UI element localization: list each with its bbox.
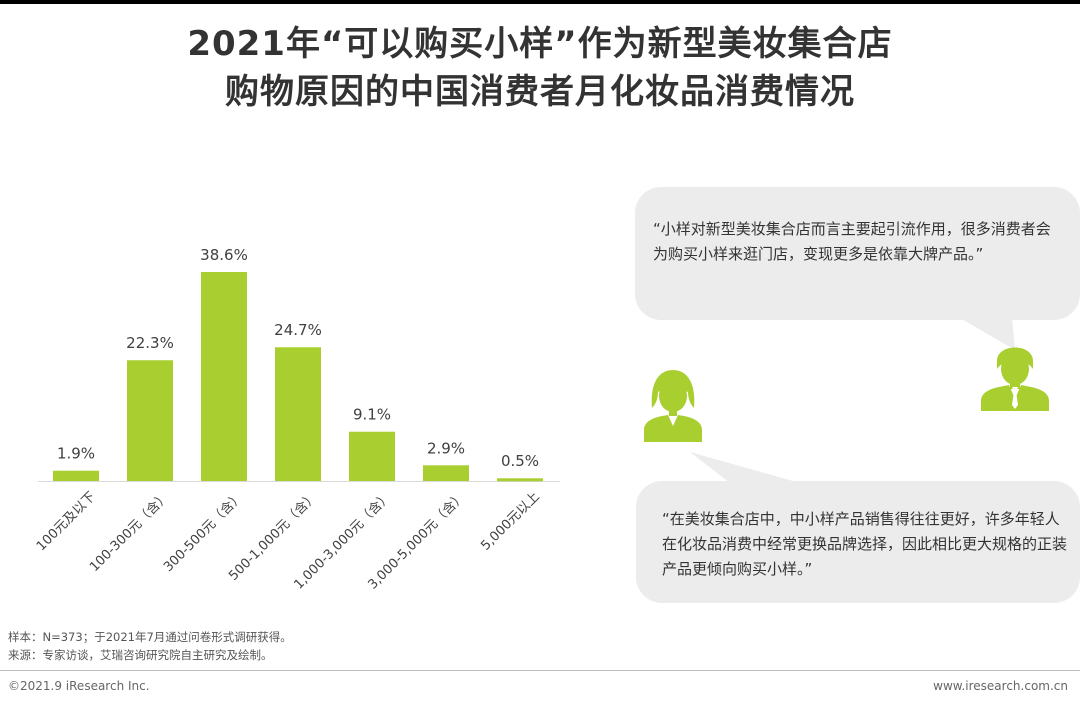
quote-text-2: “在美妆集合店中，中小样产品销售得往往更好，许多年轻人在化妆品消费中经常更换品牌…	[662, 510, 1068, 578]
x-tick-label: 5,000元以上	[478, 489, 543, 554]
quote-bubble-1-tail	[960, 318, 1015, 350]
bar	[497, 478, 543, 482]
woman-avatar-icon	[644, 370, 702, 442]
bar	[275, 347, 321, 481]
data-label: 9.1%	[353, 406, 391, 424]
footer-website: www.iresearch.com.cn	[933, 679, 1068, 693]
top-bar	[0, 0, 1080, 4]
data-label: 24.7%	[274, 321, 322, 339]
x-tick-label: 300-500元（含）	[160, 489, 246, 575]
quote-bubble-1: “小样对新型美妆集合店而言主要起引流作用，很多消费者会为购买小样来逛门店，变现更…	[635, 187, 1080, 320]
quote-text-1: “小样对新型美妆集合店而言主要起引流作用，很多消费者会为购买小样来逛门店，变现更…	[653, 220, 1051, 263]
footnote-source: 来源：专家访谈，艾瑞咨询研究院自主研究及绘制。	[8, 648, 273, 662]
x-tick-label: 100元及以下	[34, 489, 99, 554]
bar	[423, 465, 469, 481]
bar	[127, 360, 173, 481]
footnote-sample: 样本：N=373；于2021年7月通过问卷形式调研获得。	[8, 630, 292, 644]
bar-chart: 1.9% 100元及以下 22.3% 100-300元（含） 38.6% 300-500元…	[34, 246, 560, 593]
data-label: 22.3%	[126, 334, 174, 352]
page-title-line-1: 2021年“可以购买小样”作为新型美妆集合店	[187, 24, 893, 64]
data-label: 38.6%	[200, 246, 248, 264]
data-label: 2.9%	[427, 439, 465, 457]
data-label: 1.9%	[57, 445, 95, 463]
footer-divider	[0, 670, 1080, 671]
bar	[349, 431, 395, 481]
bar	[201, 271, 247, 481]
page-title-line-2: 购物原因的中国消费者月化妆品消费情况	[225, 72, 855, 112]
quote-bubble-2: “在美妆集合店中，中小样产品销售得往往更好，许多年轻人在化妆品消费中经常更换品牌…	[636, 481, 1080, 603]
data-label: 0.5%	[501, 452, 539, 470]
x-tick-label: 100-300元（含）	[86, 489, 172, 575]
bar	[53, 470, 99, 481]
man-avatar-icon	[981, 347, 1049, 411]
footer-copyright: ©2021.9 iResearch Inc.	[8, 679, 150, 693]
quote-bubble-2-tail	[690, 452, 800, 483]
